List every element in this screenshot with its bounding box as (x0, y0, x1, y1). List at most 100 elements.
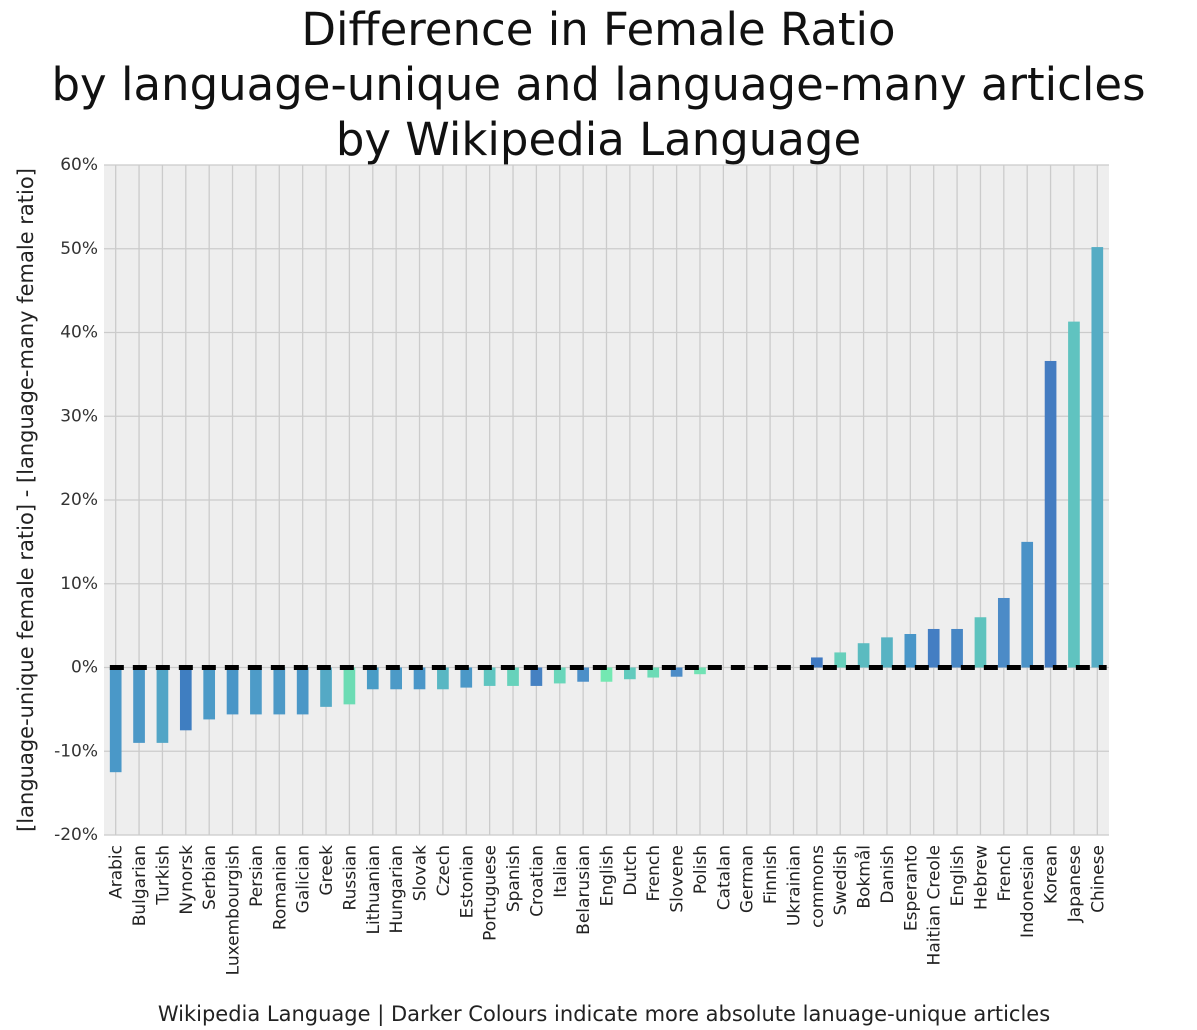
bar (974, 617, 987, 668)
bar (109, 667, 122, 773)
chart-title-line-3: by Wikipedia Language (335, 113, 862, 166)
x-tick-label: French (995, 845, 1015, 902)
bar (553, 667, 566, 684)
y-tick-label: 40% (60, 323, 98, 343)
bar (483, 667, 496, 686)
x-tick-label: Chinese (1088, 845, 1108, 913)
y-tick-label: 20% (60, 490, 98, 510)
bar (927, 628, 940, 668)
chart-title: Difference in Female Ratio by language-u… (0, 2, 1197, 167)
bar (857, 643, 870, 668)
x-tick-label: Esperanto (901, 845, 921, 931)
x-tick-label: English (598, 845, 618, 906)
x-tick-label: Catalan (714, 845, 734, 910)
x-tick-label: Swedish (831, 845, 851, 915)
bar (460, 667, 473, 688)
x-tick-label: Slovak (411, 845, 431, 901)
x-tick-label: Polish (691, 845, 711, 894)
bar (834, 652, 847, 668)
bars (109, 247, 1104, 773)
x-tick-label: Hungarian (387, 845, 407, 933)
y-tick-label: 0% (71, 658, 98, 678)
x-tick-label: Croatian (527, 845, 547, 917)
y-tick-label: 10% (60, 574, 98, 594)
bar (811, 657, 823, 668)
x-tick-label: Japanese (1065, 845, 1085, 923)
x-tick-label: Greek (317, 845, 337, 896)
bar (1021, 541, 1034, 668)
x-tick-label: Serbian (200, 845, 220, 910)
x-tick-label: Persian (247, 845, 267, 907)
bar (156, 667, 169, 743)
x-tick-label: Spanish (504, 845, 524, 912)
x-tick-label: Slovene (668, 845, 688, 913)
y-tick-label: 60% (60, 155, 98, 175)
x-tick-label: Turkish (153, 845, 173, 906)
x-tick-label: French (644, 845, 664, 902)
bar (600, 667, 613, 682)
x-tick-label: Nynorsk (177, 845, 197, 915)
bar (437, 667, 449, 690)
y-tick-label: 30% (60, 406, 98, 426)
x-tick-label: Bulgarian (130, 845, 150, 926)
x-tick-label: Galician (294, 845, 314, 913)
bar (413, 667, 426, 690)
bar (577, 667, 589, 682)
bar (951, 628, 963, 668)
bar (997, 597, 1010, 668)
bar (904, 634, 917, 668)
x-tick-label: Portuguese (481, 845, 501, 941)
x-tick-label: Dutch (621, 845, 641, 896)
bar (296, 667, 309, 715)
x-tick-label: Ukrainian (784, 845, 804, 926)
bar (1091, 247, 1104, 668)
chart-title-line-2: by language-unique and language-many art… (51, 58, 1146, 111)
x-tick-label: Hebrew (971, 845, 991, 910)
bar (624, 667, 636, 680)
bar (530, 667, 543, 686)
y-tick-label: 50% (60, 239, 98, 259)
bar (250, 667, 262, 715)
x-tick-label: Lithuanian (364, 845, 384, 935)
x-tick-label: Estonian (457, 845, 477, 918)
bar (203, 667, 216, 720)
bar (273, 667, 286, 715)
bar (647, 667, 660, 678)
x-tick-label: German (738, 845, 758, 913)
chart-title-line-1: Difference in Female Ratio (301, 3, 896, 56)
bar (507, 667, 519, 686)
x-tick-label: Italian (551, 845, 571, 898)
y-tick-label: -10% (54, 741, 98, 761)
bar (390, 667, 402, 690)
y-tick-label: -20% (54, 825, 98, 845)
bar (670, 667, 683, 677)
x-tick-label: Arabic (107, 845, 127, 899)
x-tick-label: Indonesian (1018, 845, 1038, 938)
x-tick-label: Luxembourgish (224, 845, 244, 975)
x-axis-label: Wikipedia Language | Darker Colours indi… (158, 1002, 1050, 1027)
x-tick-label: Czech (434, 845, 454, 896)
x-tick-label: English (948, 845, 968, 906)
bar (1044, 360, 1057, 668)
x-tick-label: commons (808, 845, 828, 928)
x-tick-label: Bokmål (854, 845, 875, 909)
bar (320, 667, 332, 707)
x-tick-label: Belarusian (574, 845, 594, 935)
bar (179, 667, 192, 731)
x-tick-label: Finnish (761, 845, 781, 904)
bar (226, 667, 239, 715)
bar (133, 667, 145, 743)
bar (366, 667, 379, 690)
x-axis-tick-labels: Arabic Bulgarian Turkish Nynorsk Serbian Luxe… (107, 845, 1109, 975)
x-tick-label: Romanian (270, 845, 290, 930)
bar (1068, 321, 1080, 668)
bar (694, 667, 706, 675)
x-tick-label: Korean (1042, 845, 1062, 904)
x-tick-label: Russian (340, 845, 360, 910)
bar (343, 667, 356, 705)
x-tick-label: Haitian Creole (925, 845, 945, 965)
bar (881, 637, 893, 668)
x-tick-label: Danish (878, 845, 898, 904)
y-axis-label: [language-unique female ratio] - [langua… (14, 168, 38, 832)
